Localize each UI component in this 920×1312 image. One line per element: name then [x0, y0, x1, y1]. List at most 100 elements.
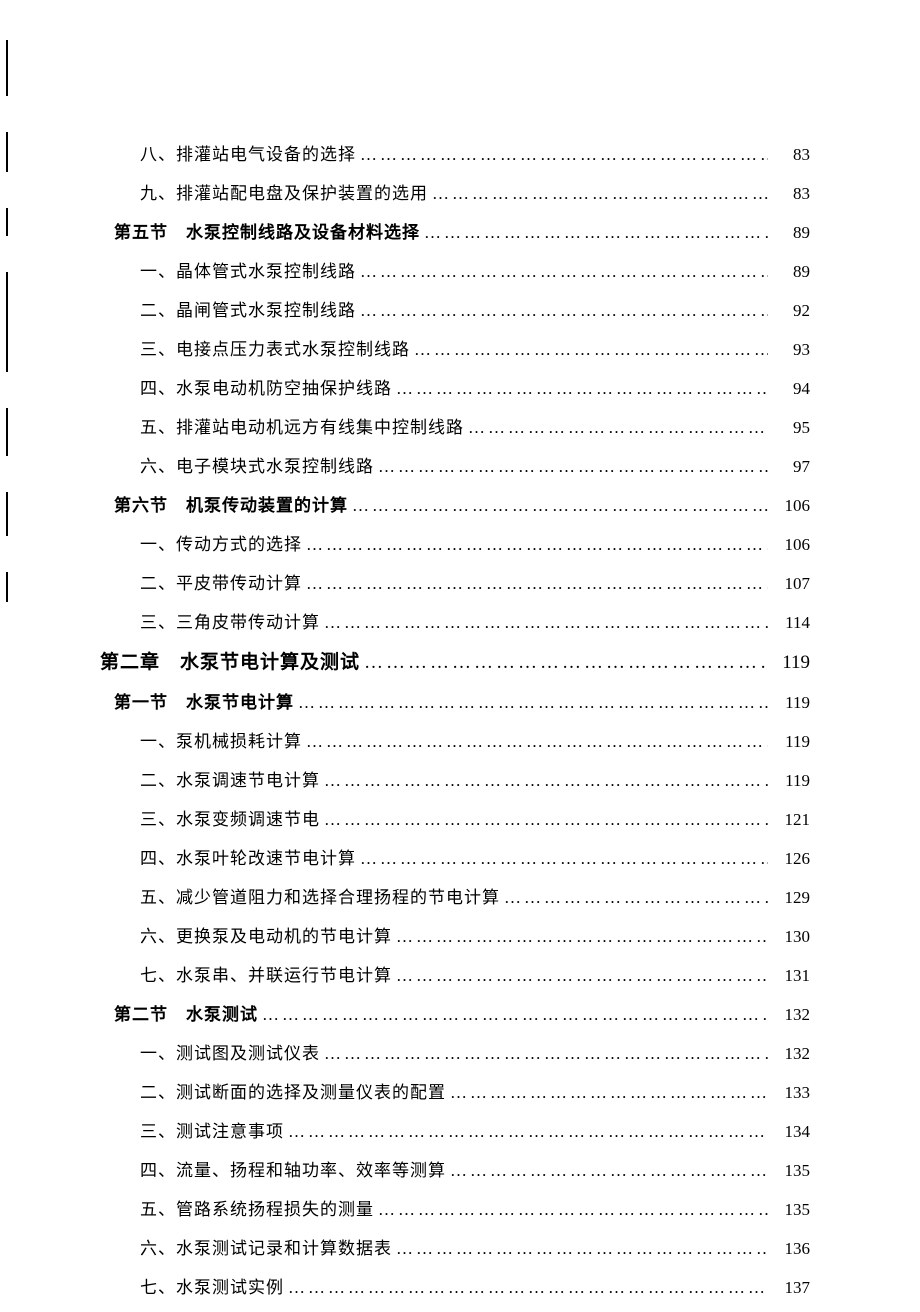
toc-label: 三、电接点压力表式水泵控制线路: [140, 335, 410, 360]
scan-artifact: [6, 272, 8, 372]
toc-leader-dots: ……………………………………………………………………………………: [284, 1122, 768, 1142]
toc-line: 第二章 水泵节电计算及测试…………………………………………………………………………: [100, 647, 810, 674]
toc-leader-dots: ……………………………………………………………………………………: [356, 301, 768, 321]
toc-leader-dots: ……………………………………………………………………………………: [258, 1005, 768, 1025]
toc-line: 七、水泵测试实例………………………………………………………………………………………: [100, 1273, 810, 1298]
toc-leader-dots: ……………………………………………………………………………………: [446, 1161, 768, 1181]
toc-page-number: 97: [768, 457, 810, 477]
toc-leader-dots: ……………………………………………………………………………………: [356, 262, 768, 282]
scan-artifact: [6, 40, 8, 96]
toc-page-number: 92: [768, 301, 810, 321]
toc-page-number: 83: [768, 145, 810, 165]
toc-leader-dots: ……………………………………………………………………………………: [500, 888, 768, 908]
toc-leader-dots: ……………………………………………………………………………………: [464, 418, 768, 438]
toc-label: 六、水泵测试记录和计算数据表: [140, 1234, 392, 1259]
toc-page-number: 134: [768, 1122, 810, 1142]
toc-page-number: 89: [768, 262, 810, 282]
scan-artifact: [6, 208, 8, 236]
scan-edge-marks: [6, 40, 8, 638]
toc-label: 四、流量、扬程和轴功率、效率等测算: [140, 1156, 446, 1181]
toc-page-number: 129: [768, 888, 810, 908]
toc-line: 一、晶体管式水泵控制线路……………………………………………………………………………: [100, 257, 810, 282]
toc-label: 三、三角皮带传动计算: [140, 608, 320, 633]
toc-line: 第六节 机泵传动装置的计算…………………………………………………………………………: [100, 491, 810, 516]
toc-page-number: 130: [768, 927, 810, 947]
scan-artifact: [6, 492, 8, 536]
toc-leader-dots: ……………………………………………………………………………………: [392, 927, 768, 947]
toc-leader-dots: ……………………………………………………………………………………: [302, 732, 768, 752]
toc-line: 六、水泵测试记录和计算数据表………………………………………………………………………: [100, 1234, 810, 1259]
toc-label: 一、晶体管式水泵控制线路: [140, 257, 356, 282]
toc-leader-dots: ……………………………………………………………………………………: [320, 810, 768, 830]
toc-line: 一、测试图及测试仪表…………………………………………………………………………………: [100, 1039, 810, 1064]
toc-label: 第二章 水泵节电计算及测试: [100, 647, 360, 674]
toc-line: 七、水泵串、并联运行节电计算………………………………………………………………………: [100, 961, 810, 986]
toc-leader-dots: ……………………………………………………………………………………: [410, 340, 768, 360]
toc-label: 七、水泵串、并联运行节电计算: [140, 961, 392, 986]
toc-line: 三、电接点压力表式水泵控制线路……………………………………………………………………: [100, 335, 810, 360]
toc-label: 一、测试图及测试仪表: [140, 1039, 320, 1064]
toc-label: 八、排灌站电气设备的选择: [140, 140, 356, 165]
toc-leader-dots: ……………………………………………………………………………………: [392, 966, 768, 986]
toc-line: 五、减少管道阻力和选择合理扬程的节电计算………………………………………………………: [100, 883, 810, 908]
toc-label: 七、水泵测试实例: [140, 1273, 284, 1298]
toc-line: 六、更换泵及电动机的节电计算………………………………………………………………………: [100, 922, 810, 947]
toc-line: 三、测试注意事项………………………………………………………………………………………: [100, 1117, 810, 1142]
toc-label: 第六节 机泵传动装置的计算: [114, 491, 348, 516]
toc-line: 六、电子模块式水泵控制线路…………………………………………………………………………: [100, 452, 810, 477]
toc-page-number: 132: [768, 1044, 810, 1064]
toc-line: 第二节 水泵测试………………………………………………………………………………………: [100, 1000, 810, 1025]
toc-label: 三、测试注意事项: [140, 1117, 284, 1142]
toc-line: 第五节 水泵控制线路及设备材料选择………………………………………………………………: [100, 218, 810, 243]
toc-leader-dots: ……………………………………………………………………………………: [348, 496, 768, 516]
toc-line: 五、排灌站电动机远方有线集中控制线路……………………………………………………………: [100, 413, 810, 438]
toc-page-number: 114: [768, 613, 810, 633]
toc-page-number: 94: [768, 379, 810, 399]
scan-artifact: [6, 572, 8, 602]
toc-page: 八、排灌站电气设备的选择 ……………………………………………………………………………: [100, 140, 810, 1312]
toc-label: 第一节 水泵节电计算: [114, 688, 294, 713]
toc-page-number: 132: [768, 1005, 810, 1025]
toc-leader-dots: ……………………………………………………………………………………: [302, 535, 768, 555]
toc-line: 四、水泵电动机防空抽保护线路………………………………………………………………………: [100, 374, 810, 399]
toc-leader-dots: ……………………………………………………………………………………: [302, 574, 768, 594]
toc-line: 四、流量、扬程和轴功率、效率等测算………………………………………………………………: [100, 1156, 810, 1181]
toc-label: 四、水泵电动机防空抽保护线路: [140, 374, 392, 399]
toc-page-number: 83: [768, 184, 810, 204]
toc-label: 三、水泵变频调速节电: [140, 805, 320, 830]
toc-leader-dots: ……………………………………………………………………………………: [284, 1278, 768, 1298]
toc-label: 二、晶闸管式水泵控制线路: [140, 296, 356, 321]
toc-label: 二、测试断面的选择及测量仪表的配置: [140, 1078, 446, 1103]
toc-page-number: 131: [768, 966, 810, 986]
scan-artifact: [6, 132, 8, 172]
toc-line: 一、传动方式的选择……………………………………………………………………………………: [100, 530, 810, 555]
toc-label: 第二节 水泵测试: [114, 1000, 258, 1025]
toc-page-number: 106: [768, 535, 810, 555]
toc-leader-dots: ……………………………………………………………………………………: [360, 652, 768, 674]
toc-label: 五、排灌站电动机远方有线集中控制线路: [140, 413, 464, 438]
toc-leader-dots: ……………………………………………………………………………………: [320, 1044, 768, 1064]
toc-line: 三、水泵变频调速节电…………………………………………………………………………………: [100, 805, 810, 830]
toc-page-number: 135: [768, 1161, 810, 1181]
toc-leader-dots: ……………………………………………………………………………………: [420, 223, 768, 243]
toc-leader-dots: ……………………………………………………………………………………: [320, 771, 768, 791]
toc-leader-dots: ……………………………………………………………………………………: [356, 145, 768, 165]
toc-label: 六、更换泵及电动机的节电计算: [140, 922, 392, 947]
toc-page-number: 119: [768, 732, 810, 752]
toc-page-number: 119: [768, 652, 810, 674]
toc-leader-dots: ……………………………………………………………………………………: [428, 184, 768, 204]
toc-label: 四、水泵叶轮改速节电计算: [140, 844, 356, 869]
toc-leader-dots: ……………………………………………………………………………………: [374, 1200, 768, 1220]
toc-page-number: 136: [768, 1239, 810, 1259]
toc-page-number: 119: [768, 771, 810, 791]
toc-leader-dots: ……………………………………………………………………………………: [392, 1239, 768, 1259]
toc-page-number: 126: [768, 849, 810, 869]
toc-label: 一、传动方式的选择: [140, 530, 302, 555]
toc-label: 五、减少管道阻力和选择合理扬程的节电计算: [140, 883, 500, 908]
toc-page-number: 106: [768, 496, 810, 516]
toc-page-number: 119: [768, 693, 810, 713]
toc-label: 六、电子模块式水泵控制线路: [140, 452, 374, 477]
toc-page-number: 121: [768, 810, 810, 830]
toc-line: 二、晶闸管式水泵控制线路……………………………………………………………………………: [100, 296, 810, 321]
toc-leader-dots: ……………………………………………………………………………………: [392, 379, 768, 399]
